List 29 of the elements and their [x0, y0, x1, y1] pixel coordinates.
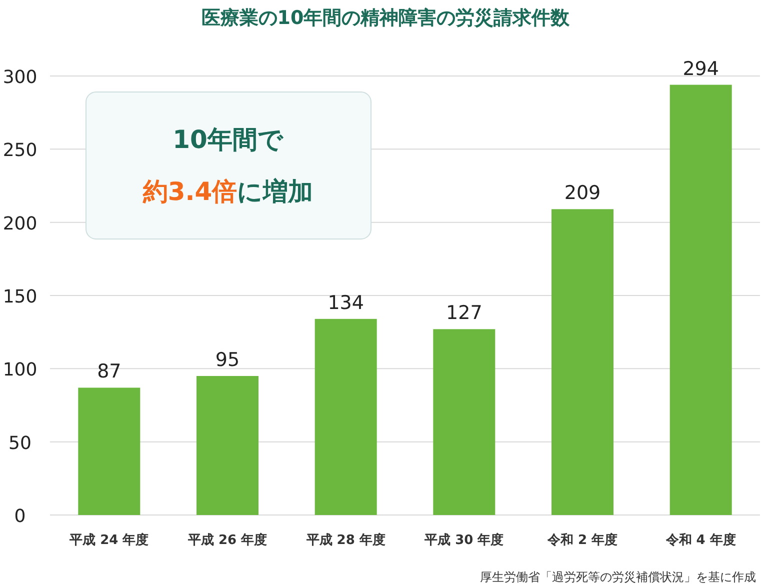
bar [670, 84, 732, 515]
x-tick-label: 平成 30 年度 [424, 532, 504, 548]
data-label: 95 [215, 348, 240, 371]
x-tick-label: 平成 26 年度 [186, 532, 268, 548]
y-tick-label: 200 [2, 213, 38, 234]
data-label: 134 [328, 292, 364, 314]
bar [78, 388, 140, 515]
y-tick-label: 300 [2, 67, 38, 88]
y-tick-label: 100 [2, 360, 38, 381]
y-tick-label: 250 [2, 140, 38, 162]
y-tick-label: 0 [14, 506, 26, 527]
x-tick-label: 平成 24 年度 [68, 532, 149, 548]
bar [314, 318, 377, 515]
bar [552, 209, 614, 515]
data-label: 127 [446, 302, 482, 324]
chart-title: 医療業の10年間の精神障害の労災請求件数 [201, 7, 571, 29]
annotation: 10年間で [172, 125, 284, 154]
y-tick-label: 150 [2, 286, 38, 308]
bar [196, 376, 258, 515]
data-label: 294 [682, 58, 719, 80]
bar [433, 329, 496, 515]
y-tick-label: 50 [8, 432, 32, 454]
x-tick-label: 令和 4 年度 [664, 532, 736, 548]
annotation: 約3.4倍に増加 [142, 177, 314, 206]
x-tick-label: 令和 2 年度 [546, 532, 618, 548]
text: 厚生労働省「過労死等の労災補償状況」を基に作成 [480, 570, 756, 584]
x-tick-label: 平成 28 年度 [305, 532, 386, 548]
data-label: 209 [564, 182, 601, 204]
data-label: 87 [97, 360, 122, 383]
